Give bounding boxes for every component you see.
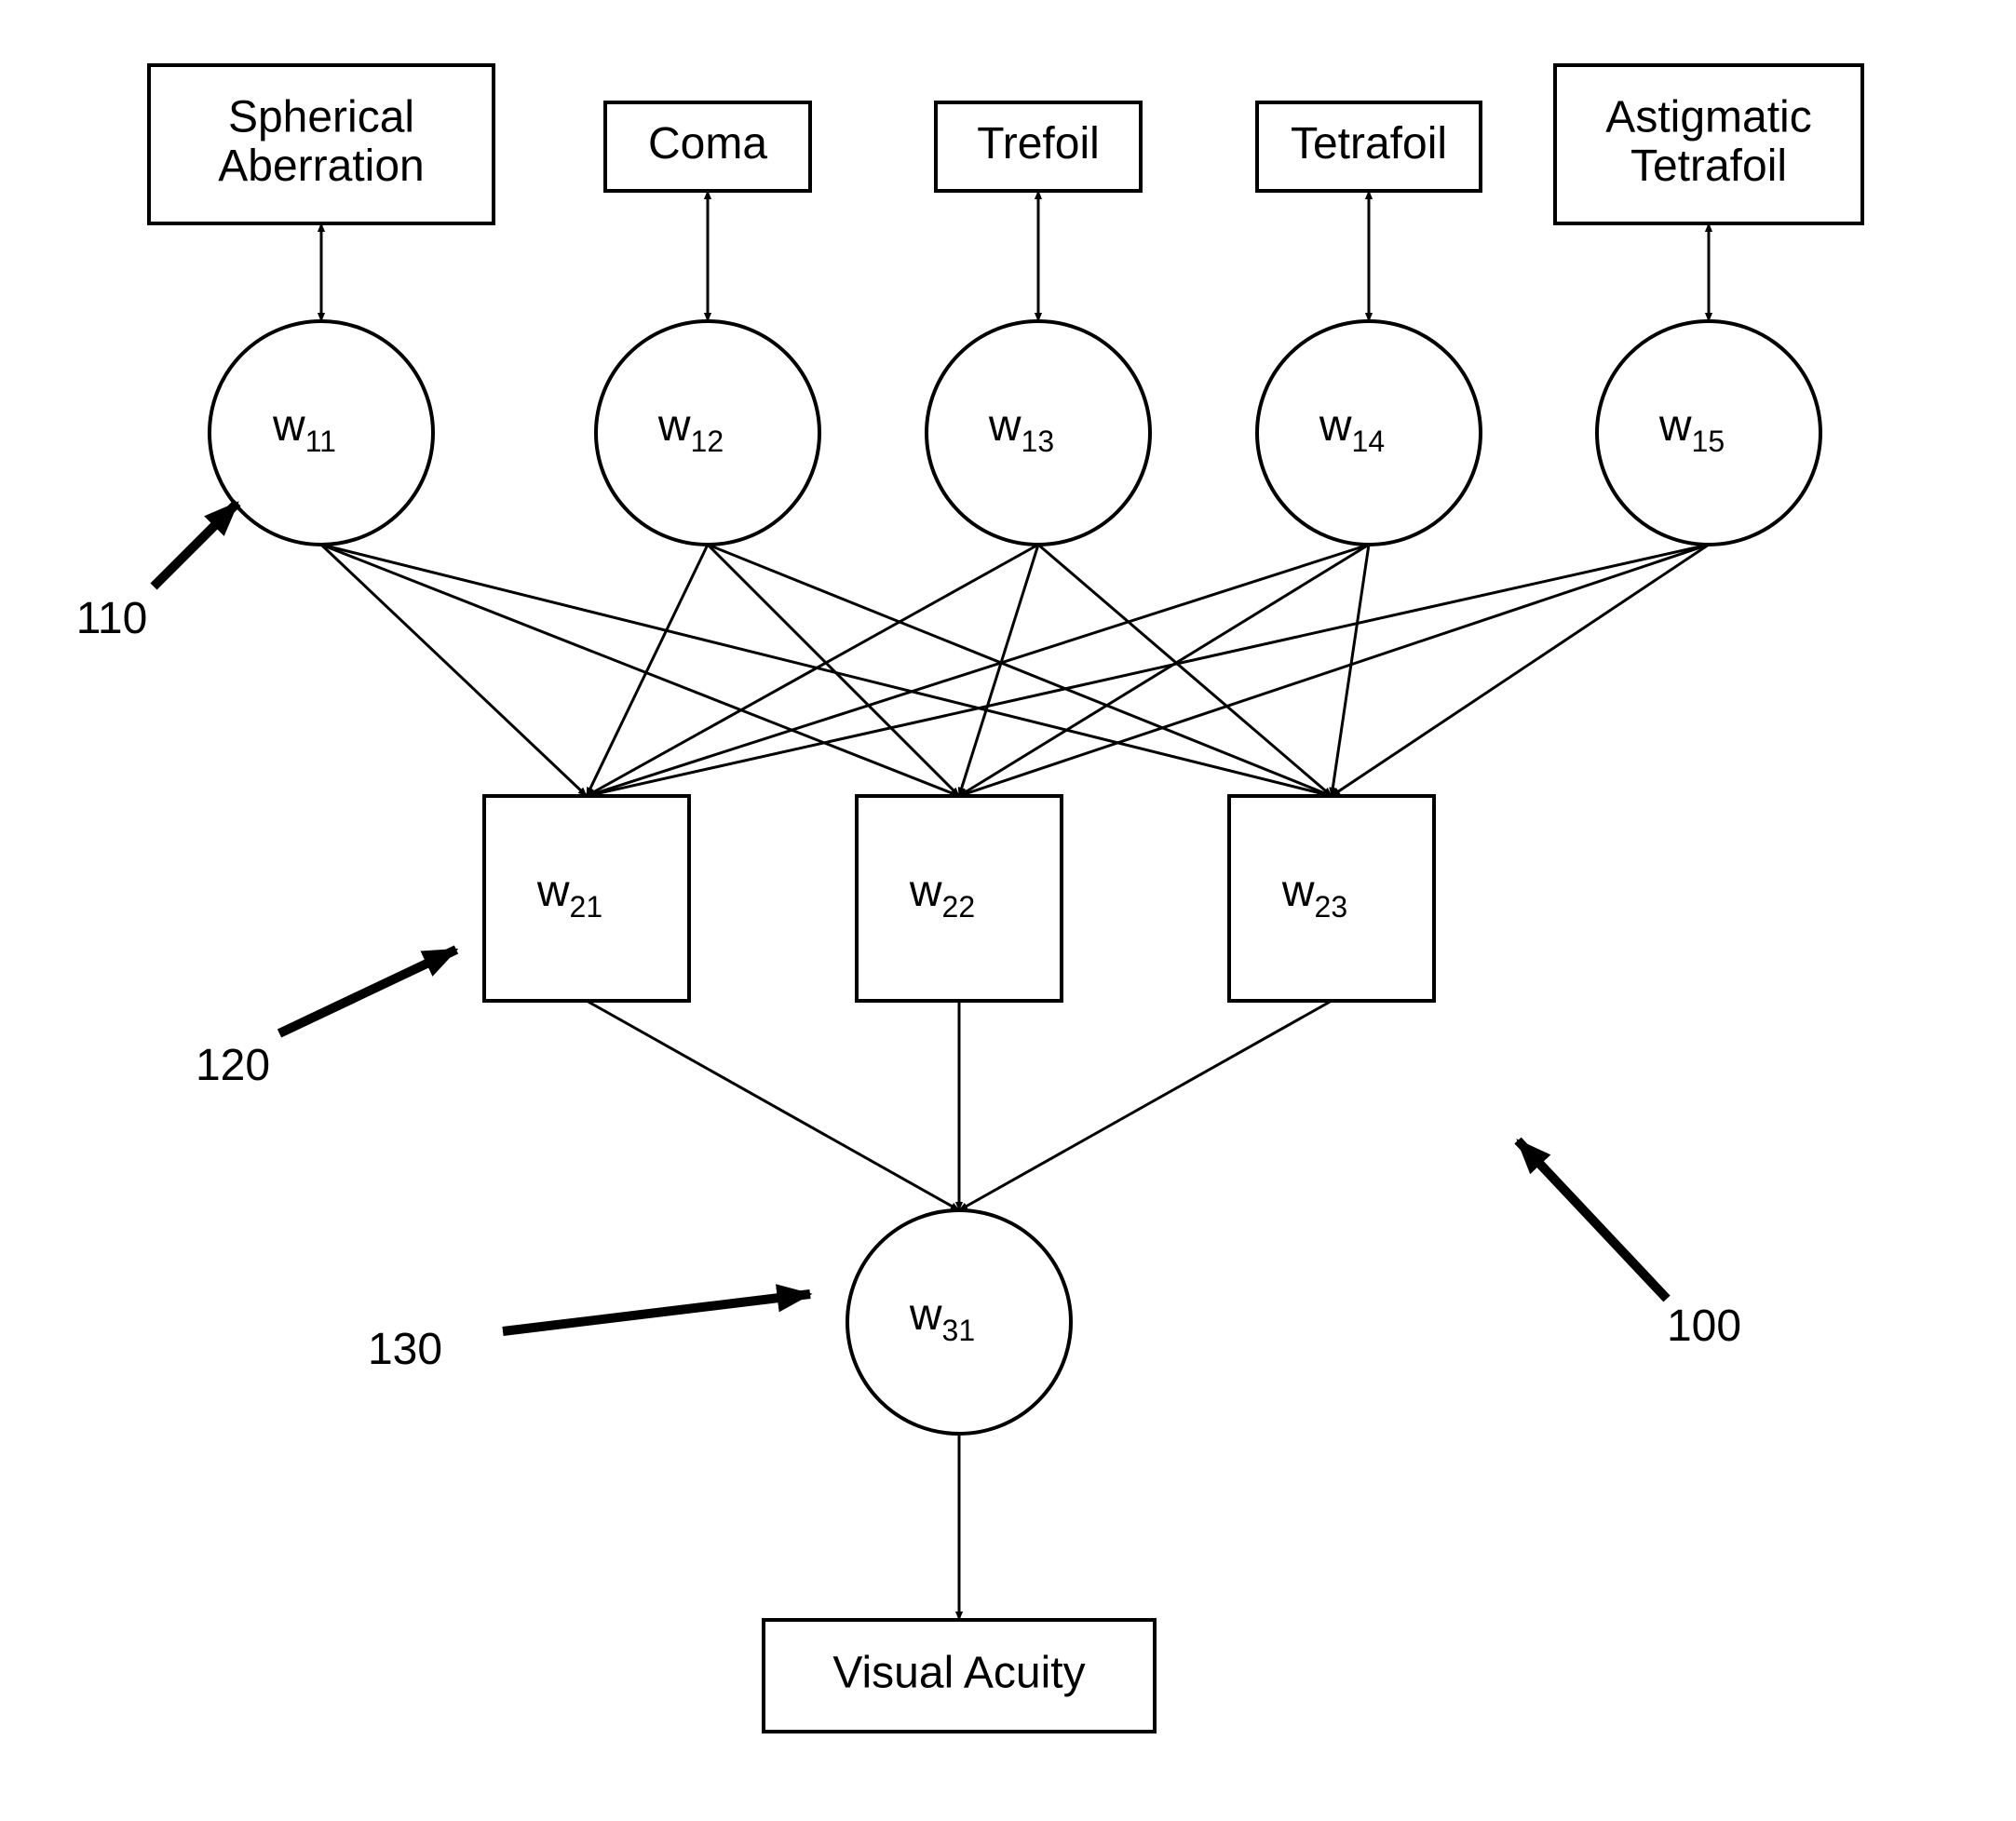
ref-100: 100: [1667, 1302, 1741, 1351]
svg-text:Tetrafoil: Tetrafoil: [1291, 119, 1447, 169]
ref-120: 120: [196, 1041, 270, 1090]
svg-text:Coma: Coma: [648, 119, 767, 169]
svg-text:Spherical: Spherical: [228, 92, 414, 142]
ref-130: 130: [368, 1325, 442, 1374]
svg-text:Tetrafoil: Tetrafoil: [1630, 142, 1787, 191]
svg-text:Visual Acuity: Visual Acuity: [832, 1649, 1085, 1698]
svg-text:Trefoil: Trefoil: [977, 119, 1100, 169]
svg-text:Aberration: Aberration: [218, 142, 424, 191]
svg-text:Astigmatic: Astigmatic: [1605, 92, 1811, 142]
ref-110: 110: [76, 594, 148, 643]
